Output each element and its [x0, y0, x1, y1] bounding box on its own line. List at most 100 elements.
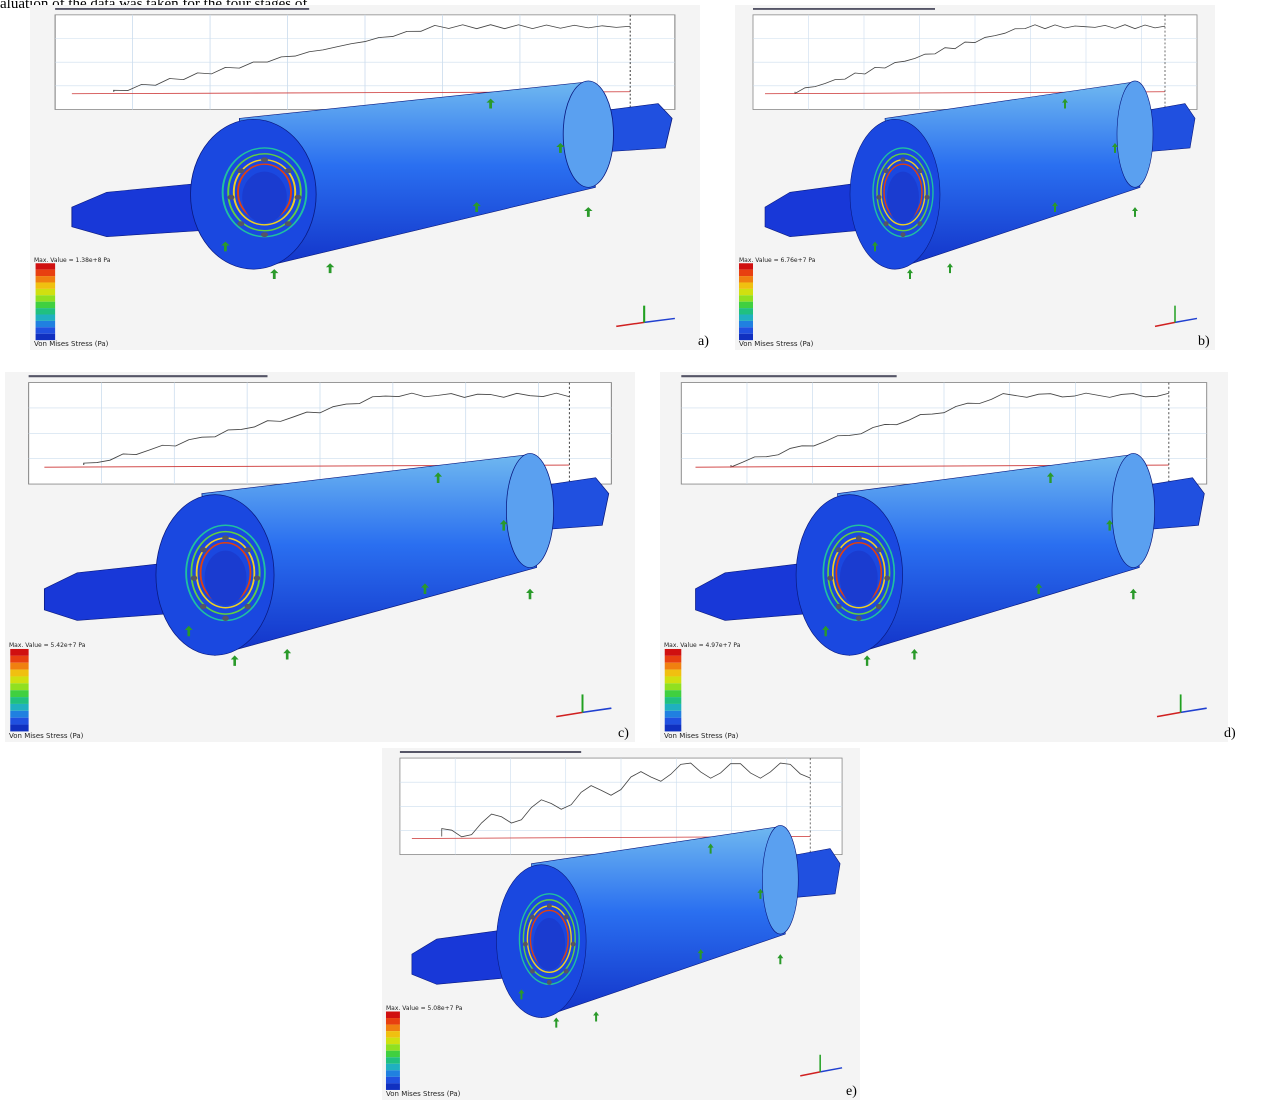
legend-band: [739, 321, 753, 327]
legend-band: [739, 295, 753, 301]
bolt: [884, 221, 889, 226]
page: aluation of the data was taken for the f…: [0, 0, 1264, 1107]
bolt: [877, 195, 882, 200]
legend-band: [36, 282, 56, 288]
legend-band: [10, 663, 28, 670]
legend-band: [665, 704, 682, 711]
legend-band: [739, 276, 753, 282]
legend-band: [36, 289, 56, 295]
bolt: [571, 942, 576, 947]
bolt: [295, 195, 302, 200]
fea-render: [382, 748, 860, 1100]
bolt: [547, 980, 552, 985]
legend-band: [739, 308, 753, 314]
legend-band: [665, 718, 682, 725]
panel-label: c): [618, 726, 629, 742]
legend-band: [36, 321, 56, 327]
legend-band: [386, 1070, 400, 1077]
bolt: [547, 903, 552, 908]
fea-render: [660, 372, 1228, 742]
bolt: [228, 195, 235, 200]
legend-band: [10, 683, 28, 690]
bolt: [564, 969, 569, 974]
roller-end: [762, 825, 798, 934]
hub: [887, 172, 919, 223]
legend-band: [739, 263, 753, 269]
hub: [840, 551, 878, 606]
roller-end: [1117, 81, 1153, 187]
bolt: [884, 576, 890, 581]
bolt: [856, 616, 862, 621]
legend-title: Von Mises Stress (Pa): [9, 732, 83, 740]
legend-band: [10, 676, 28, 683]
bolt: [901, 232, 906, 237]
legend-band: [10, 718, 28, 725]
legend-band: [739, 327, 753, 333]
bolt: [827, 576, 833, 581]
legend-title: Von Mises Stress (Pa): [739, 340, 813, 348]
legend-band: [36, 276, 56, 282]
legend-band: [10, 670, 28, 677]
legend-band: [739, 289, 753, 295]
bolt: [244, 547, 251, 552]
legend-band: [10, 704, 28, 711]
legend-band: [739, 282, 753, 288]
fea-render: [30, 5, 700, 350]
legend-band: [10, 656, 28, 663]
bolt: [836, 604, 842, 609]
legend-band: [739, 315, 753, 321]
bolt: [244, 604, 251, 609]
panel-label: e): [846, 1084, 857, 1100]
legend-band: [739, 270, 753, 276]
legend-band: [386, 1083, 400, 1090]
bolt: [200, 547, 207, 552]
legend-band: [665, 697, 682, 704]
legend-title: Von Mises Stress (Pa): [34, 340, 108, 348]
legend-band: [665, 711, 682, 718]
bolt: [884, 168, 889, 173]
hub: [533, 918, 565, 970]
bolt: [261, 232, 268, 237]
bolt: [200, 604, 207, 609]
panel-label: b): [1198, 334, 1210, 350]
legend-band: [386, 1031, 400, 1038]
legend-title: Von Mises Stress (Pa): [386, 1090, 460, 1098]
legend-band: [665, 656, 682, 663]
bolt: [222, 616, 229, 621]
legend-band: [386, 1064, 400, 1071]
figure-panel: Max. Value = 1.38e+8 PaVon Mises Stress …: [30, 5, 700, 350]
hub: [205, 551, 247, 606]
max-value: Max. Value = 5.42e+7 Pa: [9, 642, 85, 649]
legend-band: [10, 711, 28, 718]
max-value: Max. Value = 6.76e+7 Pa: [739, 257, 815, 264]
legend-band: [36, 308, 56, 314]
legend-band: [665, 690, 682, 697]
legend-title: Von Mises Stress (Pa): [664, 732, 738, 740]
legend-band: [665, 670, 682, 677]
roller-end: [1112, 453, 1155, 567]
bolt: [530, 969, 535, 974]
legend-band: [386, 1038, 400, 1045]
legend-band: [36, 263, 56, 269]
bolt: [237, 168, 244, 173]
legend-band: [665, 676, 682, 683]
legend-band: [10, 725, 28, 732]
roller-end: [563, 81, 613, 187]
legend-band: [386, 1057, 400, 1064]
bolt: [523, 942, 528, 947]
legend-band: [386, 1051, 400, 1058]
legend-band: [386, 1077, 400, 1084]
bolt: [237, 221, 244, 226]
legend-band: [665, 663, 682, 670]
bolt: [836, 547, 842, 552]
bolt: [222, 535, 229, 540]
bolt: [530, 915, 535, 920]
bolt: [285, 221, 292, 226]
legend-band: [665, 725, 682, 732]
roller-end: [506, 453, 553, 567]
legend-band: [10, 697, 28, 704]
bolt: [876, 547, 882, 552]
legend-band: [36, 315, 56, 321]
hub: [242, 172, 287, 223]
